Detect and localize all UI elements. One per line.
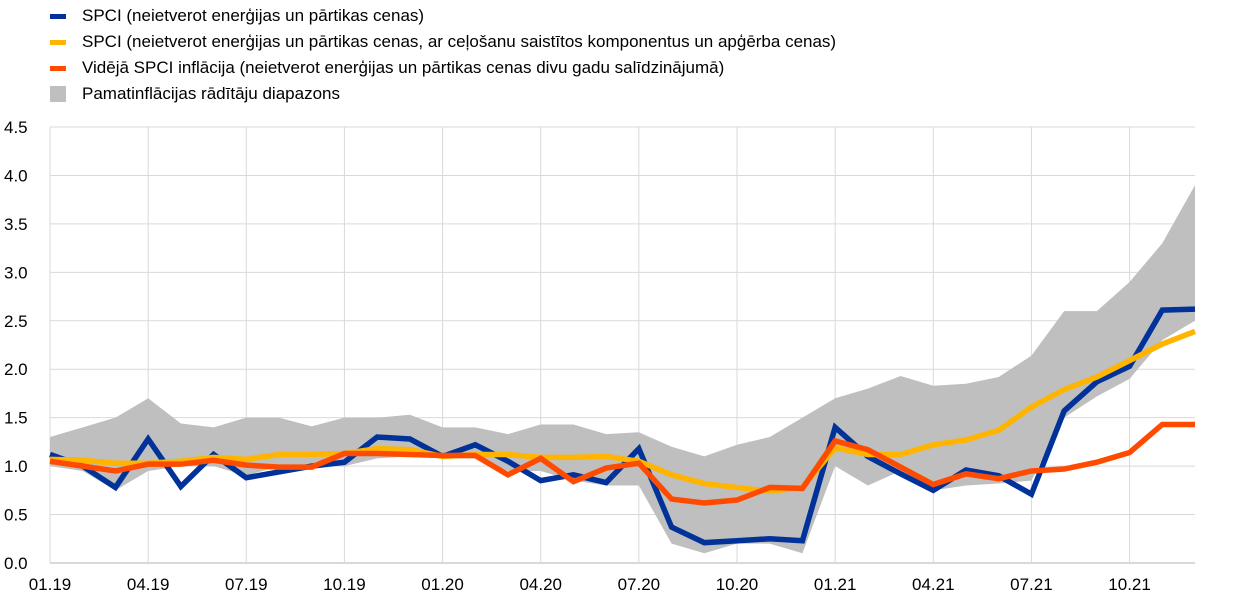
legend-swatch	[50, 86, 66, 102]
legend-label: Vidējā SPCI inflācija (neietverot enerģi…	[82, 58, 725, 77]
y-tick-label: 3.5	[4, 215, 28, 234]
series-lines	[49, 306, 1196, 546]
gridlines	[49, 126, 1195, 564]
x-tick-label: 10.20	[716, 575, 759, 594]
x-tick-label: 04.19	[127, 575, 170, 594]
legend-item-average: Vidējā SPCI inflācija (neietverot enerģi…	[50, 55, 836, 81]
legend-swatch	[50, 39, 66, 45]
y-tick-label: 2.0	[4, 360, 28, 379]
x-tick-label: 04.21	[912, 575, 955, 594]
y-tick-label: 4.5	[4, 118, 28, 137]
average-spci-line	[49, 421, 1195, 506]
y-tick-label: 0.0	[4, 554, 28, 573]
legend-label: SPCI (neietverot enerģijas un pārtikas c…	[82, 32, 837, 51]
x-tick-label: 01.21	[814, 575, 857, 594]
x-tick-label: 04.20	[519, 575, 562, 594]
y-tick-label: 1.0	[4, 457, 28, 476]
spci-excl-travel-clothing-line	[49, 328, 1196, 495]
x-tick-label: 07.19	[225, 575, 268, 594]
y-axis: 0.0 0.5 1.0 1.5 2.0 2.5 3.0 3.5 4.0 4.5	[4, 118, 28, 573]
legend-swatch	[50, 65, 66, 71]
y-tick-label: 3.0	[4, 263, 28, 282]
x-tick-label: 10.19	[323, 575, 366, 594]
x-tick-label: 01.19	[29, 575, 72, 594]
y-tick-label: 1.5	[4, 409, 28, 428]
legend-swatch	[50, 13, 66, 19]
legend-item-spci: SPCI (neietverot enerģijas un pārtikas c…	[50, 3, 836, 29]
legend-label: Pamatinflācijas rādītāju diapazons	[82, 84, 340, 103]
x-tick-label: 10.21	[1108, 575, 1151, 594]
y-tick-label: 4.0	[4, 166, 28, 185]
x-tick-label: 01.20	[421, 575, 464, 594]
legend-item-spci-excl: SPCI (neietverot enerģijas un pārtikas c…	[50, 29, 836, 55]
legend: SPCI (neietverot enerģijas un pārtikas c…	[50, 3, 836, 107]
legend-label: SPCI (neietverot enerģijas un pārtikas c…	[82, 6, 425, 25]
x-tick-label: 07.21	[1010, 575, 1053, 594]
legend-item-range: Pamatinflācijas rādītāju diapazons	[50, 81, 836, 107]
y-tick-label: 0.5	[4, 506, 28, 525]
y-tick-label: 2.5	[4, 312, 28, 331]
x-axis: 01.19 04.19 07.19 10.19 01.20 04.20 07.20 10.20…	[29, 575, 1151, 594]
x-tick-label: 07.20	[618, 575, 661, 594]
